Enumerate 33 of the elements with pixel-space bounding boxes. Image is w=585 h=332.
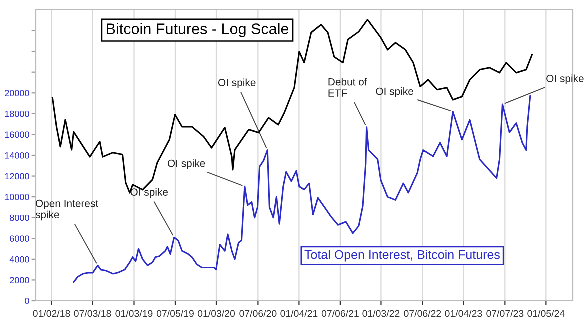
y-tick-label: 2000 xyxy=(10,277,30,284)
annotation: Debut of ETF xyxy=(328,78,368,97)
y-tick-label: 12000 xyxy=(5,173,30,180)
x-tick-label: 07/03/18 xyxy=(74,310,112,318)
x-tick-label: 07/06/20 xyxy=(240,310,277,318)
annotation: OI spike xyxy=(168,160,206,170)
y-tick-label: 18000 xyxy=(5,110,30,118)
y-tick-label: 14000 xyxy=(5,152,30,159)
chart-title: Bitcoin Futures - Log Scale xyxy=(107,23,289,38)
text: Total Open Interest, Bitcoin Futures xyxy=(304,250,500,262)
annotation: OI spike xyxy=(218,78,256,88)
y-tick-label: 10000 xyxy=(5,194,30,200)
annotation: Open Interest spike xyxy=(36,200,99,221)
x-tick-label: 01/04/23 xyxy=(445,310,482,318)
x-tick-label: 01/03/19 xyxy=(116,310,153,318)
x-tick-label: 01/03/20 xyxy=(198,310,236,318)
x-tick-label: 07/05/19 xyxy=(156,310,194,318)
y-tick-label: 4000 xyxy=(10,256,30,263)
y-tick-label: 8000 xyxy=(10,214,30,222)
x-tick-label: 07/07/23 xyxy=(486,310,524,318)
annotation: OI spike xyxy=(376,88,414,98)
y-tick-label: 20000 xyxy=(5,90,30,97)
annotation: OI spike xyxy=(546,74,584,84)
x-tick-label: 01/04/21 xyxy=(280,310,318,318)
x-tick-label: 07/06/22 xyxy=(404,310,442,318)
x-tick-label: 01/03/22 xyxy=(362,310,400,318)
x-tick-label: 07/06/21 xyxy=(322,310,359,318)
x-tick-label: 01/05/24 xyxy=(528,310,565,318)
y-tick-label: 16000 xyxy=(5,132,30,138)
y-tick-label: 0 xyxy=(25,298,30,304)
x-tick-label: 01/02/18 xyxy=(33,310,70,318)
annotation: OI spike xyxy=(130,188,168,198)
y-tick-label: 6000 xyxy=(10,236,30,242)
